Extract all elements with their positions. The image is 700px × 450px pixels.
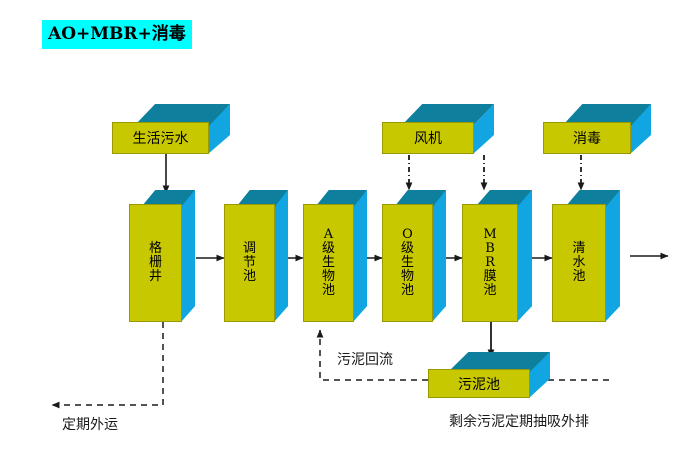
blower-top-face bbox=[402, 104, 494, 125]
inflow-label: 生活污水 bbox=[132, 131, 189, 147]
blower-label: 风机 bbox=[414, 131, 442, 147]
screen-well-side-face bbox=[181, 190, 195, 322]
node-o-stage[interactable]: O 级 生 物 池 bbox=[382, 190, 446, 322]
a-stage-front-face: A 级 生 物 池 bbox=[303, 204, 354, 322]
char: 物 bbox=[400, 269, 414, 285]
node-screen-well[interactable]: 格 栅 井 bbox=[129, 190, 195, 322]
node-clear-water[interactable]: 清 水 池 bbox=[552, 190, 620, 322]
screen-well-front-face: 格 栅 井 bbox=[129, 204, 182, 322]
o-stage-side-face bbox=[432, 190, 446, 322]
char: M bbox=[483, 226, 497, 242]
a-stage-top-face bbox=[316, 190, 367, 206]
char: 物 bbox=[321, 269, 335, 285]
o-stage-front-face: O 级 生 物 池 bbox=[382, 204, 433, 322]
a-stage-side-face bbox=[353, 190, 367, 322]
char: 池 bbox=[572, 269, 586, 285]
char: 格 bbox=[148, 240, 162, 256]
char: R bbox=[485, 254, 495, 270]
equalization-side-face bbox=[274, 190, 288, 322]
disinfection-front-face: 消毒 bbox=[543, 122, 631, 154]
screen-well-label: 格 栅 井 bbox=[148, 240, 162, 285]
annotation-periodic-haul: 定期外运 bbox=[62, 417, 118, 433]
char: 池 bbox=[483, 283, 497, 299]
clear-water-label: 清 水 池 bbox=[572, 240, 586, 285]
equalization-label: 调 节 池 bbox=[242, 240, 256, 285]
equalization-top-face bbox=[237, 190, 288, 206]
o-stage-label: O 级 生 物 池 bbox=[400, 226, 414, 299]
disinfection-top-face bbox=[563, 104, 651, 125]
annotation-excess-sludge: 剩余污泥定期抽吸外排 bbox=[449, 414, 589, 430]
clear-water-top-face bbox=[566, 190, 620, 206]
mbr-label: M B R 膜 池 bbox=[483, 226, 497, 299]
a-stage-label: A 级 生 物 池 bbox=[321, 226, 335, 299]
char: 清 bbox=[572, 240, 586, 256]
node-a-stage[interactable]: A 级 生 物 池 bbox=[303, 190, 367, 322]
char: 生 bbox=[321, 254, 335, 270]
flow-periodic-haul bbox=[51, 322, 164, 409]
node-sludge-tank[interactable]: 污泥池 bbox=[428, 352, 550, 398]
char: 栅 bbox=[148, 254, 162, 270]
char: 调 bbox=[242, 240, 256, 256]
clear-water-front-face: 清 水 池 bbox=[552, 204, 606, 322]
disinfection-label: 消毒 bbox=[573, 131, 601, 147]
diagram-title: AO+MBR+消毒 bbox=[42, 20, 192, 49]
char: 井 bbox=[148, 269, 162, 285]
char: A bbox=[323, 226, 334, 242]
node-equalization[interactable]: 调 节 池 bbox=[224, 190, 288, 322]
inflow-front-face: 生活污水 bbox=[112, 122, 209, 154]
node-mbr[interactable]: M B R 膜 池 bbox=[462, 190, 532, 322]
annotation-sludge-return: 污泥回流 bbox=[337, 352, 393, 368]
char: 级 bbox=[321, 240, 335, 256]
char: 水 bbox=[572, 254, 586, 270]
mbr-top-face bbox=[476, 190, 532, 206]
char: O bbox=[402, 226, 413, 242]
sludge-tank-label: 污泥池 bbox=[458, 376, 500, 393]
char: 池 bbox=[242, 269, 256, 285]
char: 节 bbox=[242, 254, 256, 270]
char: 池 bbox=[400, 283, 414, 299]
equalization-front-face: 调 节 池 bbox=[224, 204, 275, 322]
char: B bbox=[485, 240, 495, 256]
clear-water-side-face bbox=[605, 190, 620, 322]
blower-front-face: 风机 bbox=[382, 122, 474, 154]
node-blower[interactable]: 风机 bbox=[382, 104, 494, 154]
node-inflow[interactable]: 生活污水 bbox=[112, 104, 230, 154]
mbr-front-face: M B R 膜 池 bbox=[462, 204, 518, 322]
char: 池 bbox=[321, 283, 335, 299]
mbr-side-face bbox=[517, 190, 532, 322]
o-stage-top-face bbox=[395, 190, 446, 206]
screen-well-top-face bbox=[142, 190, 195, 206]
inflow-top-face bbox=[134, 104, 230, 126]
char: 膜 bbox=[483, 269, 497, 285]
sludge-tank-front-face: 污泥池 bbox=[428, 369, 530, 398]
char: 级 bbox=[400, 240, 414, 256]
sludge-tank-top-face bbox=[448, 352, 550, 372]
char: 生 bbox=[400, 254, 414, 270]
node-disinfection[interactable]: 消毒 bbox=[543, 104, 651, 154]
